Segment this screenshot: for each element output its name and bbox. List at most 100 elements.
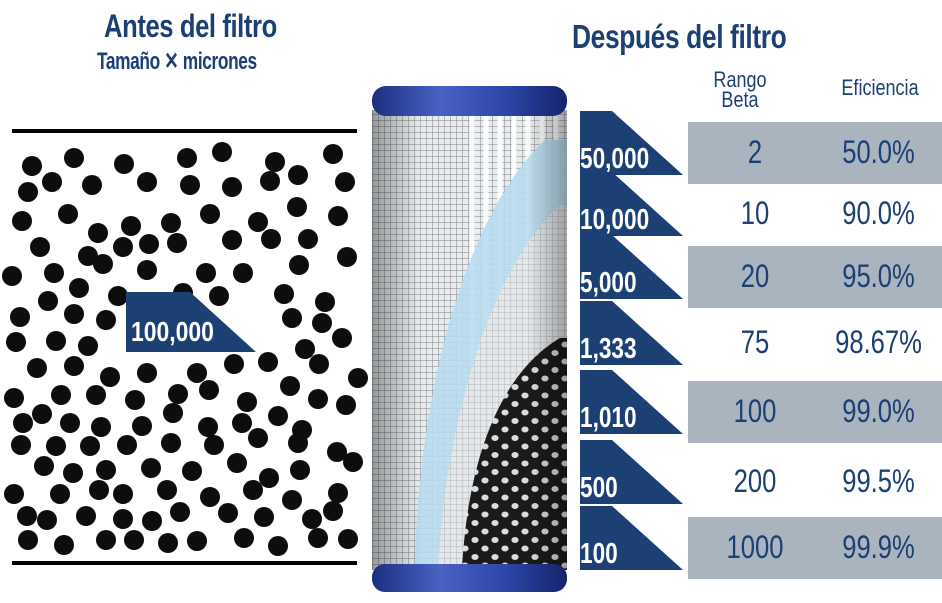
particle bbox=[141, 458, 161, 478]
particle bbox=[78, 246, 98, 266]
particle bbox=[209, 286, 229, 306]
particle bbox=[82, 175, 102, 195]
particle bbox=[288, 433, 308, 453]
particle bbox=[113, 509, 133, 529]
particle bbox=[237, 392, 257, 412]
particle bbox=[34, 456, 54, 476]
particle bbox=[222, 230, 242, 250]
particle bbox=[337, 247, 357, 267]
particle bbox=[139, 234, 159, 254]
filter-cartridge-illustration bbox=[372, 86, 567, 592]
particle bbox=[64, 304, 84, 324]
particle bbox=[96, 460, 116, 480]
particle bbox=[63, 463, 83, 483]
particle bbox=[38, 291, 58, 311]
particle bbox=[268, 536, 288, 556]
particle bbox=[323, 501, 343, 521]
particle bbox=[51, 385, 71, 405]
particle bbox=[200, 487, 220, 507]
particle bbox=[315, 292, 335, 312]
particle bbox=[199, 380, 219, 400]
efficiency-value: 99.0% bbox=[842, 393, 915, 429]
particle bbox=[46, 331, 66, 351]
after-filter-title: Después del filtro bbox=[572, 18, 787, 55]
count-tag-label: 1,010 bbox=[580, 400, 637, 433]
particle bbox=[335, 172, 355, 192]
particle bbox=[312, 313, 332, 333]
particle bbox=[60, 413, 80, 433]
particle bbox=[86, 385, 106, 405]
particle bbox=[243, 480, 263, 500]
before-count-label: 100,000 bbox=[131, 317, 214, 348]
efficiency-value: 99.5% bbox=[842, 463, 915, 499]
particle bbox=[348, 368, 368, 388]
particle bbox=[2, 266, 22, 286]
particle bbox=[137, 363, 157, 383]
particle bbox=[204, 435, 224, 455]
particle bbox=[124, 530, 144, 550]
particle bbox=[302, 509, 322, 529]
particle bbox=[100, 367, 120, 387]
particle bbox=[289, 255, 309, 275]
particle bbox=[113, 237, 133, 257]
beta-ratio-header: Rango Beta bbox=[713, 67, 767, 112]
particle bbox=[96, 530, 116, 550]
filter-bottom-cap bbox=[372, 564, 567, 592]
efficiency-value: 98.67% bbox=[835, 324, 922, 360]
particle bbox=[212, 142, 232, 162]
particle bbox=[224, 354, 244, 374]
particle bbox=[114, 154, 134, 174]
count-tag-label: 500 bbox=[580, 470, 618, 503]
after-count-tags: 50,000 10,000 5,000 1,333 1,010 500 100 bbox=[580, 111, 683, 570]
particle bbox=[328, 483, 348, 503]
particle bbox=[343, 452, 363, 472]
particle bbox=[32, 404, 52, 424]
particle bbox=[163, 403, 183, 423]
particle bbox=[80, 436, 100, 456]
particle bbox=[58, 204, 78, 224]
particle bbox=[117, 435, 137, 455]
particle bbox=[96, 310, 116, 330]
particle bbox=[132, 416, 152, 436]
row-shading bbox=[688, 122, 942, 579]
particle bbox=[290, 460, 310, 480]
particle bbox=[265, 152, 285, 172]
particle bbox=[232, 413, 252, 433]
particle-field bbox=[2, 142, 368, 556]
particle bbox=[91, 417, 111, 437]
particle bbox=[328, 206, 348, 226]
particle bbox=[336, 395, 356, 415]
count-tag-label: 5,000 bbox=[580, 265, 637, 298]
efficiency-header: Eficiencia bbox=[841, 75, 919, 100]
particle bbox=[76, 506, 96, 526]
particle bbox=[44, 263, 64, 283]
particle bbox=[222, 177, 242, 197]
particle bbox=[234, 528, 254, 548]
particle bbox=[27, 358, 47, 378]
count-tag: 50,000 bbox=[580, 111, 683, 175]
particle bbox=[287, 197, 307, 217]
particle bbox=[198, 417, 218, 437]
particle bbox=[233, 263, 253, 283]
beta-value: 1000 bbox=[726, 529, 784, 565]
beta-value: 200 bbox=[733, 463, 777, 499]
particle bbox=[298, 229, 318, 249]
particle bbox=[137, 260, 157, 280]
particle bbox=[158, 533, 178, 553]
count-tag-label: 50,000 bbox=[580, 141, 649, 174]
particle bbox=[4, 388, 24, 408]
row-shade-band bbox=[688, 517, 942, 579]
particle bbox=[268, 406, 288, 426]
particle bbox=[261, 229, 281, 249]
particle bbox=[168, 384, 188, 404]
particle bbox=[93, 254, 113, 274]
particle bbox=[218, 503, 238, 523]
particle bbox=[30, 237, 50, 257]
particle bbox=[309, 354, 329, 374]
count-tag: 5,000 bbox=[580, 235, 683, 299]
particle bbox=[295, 339, 315, 359]
particle bbox=[180, 175, 200, 195]
particle bbox=[187, 363, 207, 383]
particle bbox=[64, 356, 84, 376]
